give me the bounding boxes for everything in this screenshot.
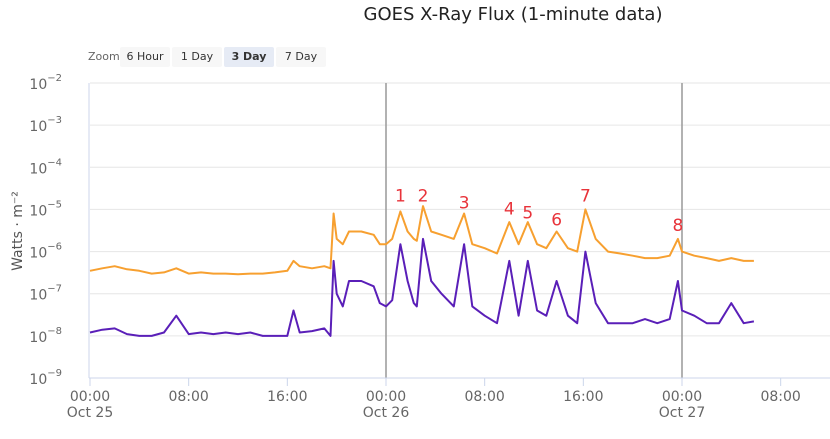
series-line: [89, 237, 755, 337]
x-tick-label: 08:00: [168, 389, 208, 405]
zoom-button[interactable]: 1 Day: [172, 47, 222, 67]
zoom-button-label: 6 Hour: [127, 50, 164, 63]
flare-annotation: 1: [395, 187, 406, 207]
zoom-bar: Zoom 6 Hour 1 Day 3 Day 7 Day: [88, 47, 326, 67]
y-tick-exponent: −5: [47, 199, 62, 210]
flare-annotation: 6: [551, 210, 562, 230]
chart-title: GOES X-Ray Flux (1-minute data): [364, 4, 663, 25]
flare-annotation: 5: [522, 204, 533, 224]
x-tick-date: Oct 25: [67, 405, 113, 421]
zoom-button-bg: [120, 47, 170, 67]
x-tick-label: 00:00: [662, 389, 702, 405]
flare-annotation: 2: [418, 187, 429, 207]
y-tick-label: 10−7: [29, 284, 62, 304]
flare-annotation: 3: [459, 193, 470, 213]
x-tick-label: 08:00: [464, 389, 504, 405]
y-tick-label: 10−4: [29, 157, 62, 177]
zoom-button-bg: [224, 47, 274, 67]
zoom-button-label: 1 Day: [181, 50, 214, 63]
series-line: [89, 205, 754, 276]
y-axis-label: Watts · m⁻²: [10, 191, 26, 271]
zoom-button[interactable]: 3 Day: [224, 47, 274, 67]
zoom-button-label: 7 Day: [285, 50, 318, 63]
zoom-button-bg: [276, 47, 326, 67]
zoom-button-bg: [172, 47, 222, 67]
flare-annotation: 8: [672, 216, 683, 236]
y-tick-exponent: −3: [47, 115, 62, 126]
y-tick-base: 10: [29, 203, 47, 219]
y-tick-exponent: −2: [47, 73, 62, 84]
y-tick-base: 10: [29, 119, 47, 135]
flare-annotation: 4: [504, 199, 515, 219]
y-tick-exponent: −6: [47, 242, 62, 253]
x-tick-date: Oct 26: [363, 405, 410, 421]
y-tick-exponent: −9: [47, 368, 62, 379]
x-tick-date: Oct 27: [659, 405, 705, 421]
y-tick-label: 10−9: [29, 368, 62, 388]
y-tick-base: 10: [29, 330, 47, 346]
y-tick-base: 10: [29, 288, 47, 304]
zoom-label: Zoom: [88, 50, 120, 63]
y-tick-label: 10−8: [29, 326, 62, 346]
y-tick-exponent: −8: [47, 326, 62, 337]
x-tick-label: 08:00: [760, 389, 800, 405]
x-tick-label: 16:00: [563, 389, 603, 405]
y-tick-label: 10−6: [29, 242, 62, 262]
flare-annotation: 7: [580, 187, 591, 207]
zoom-button[interactable]: 7 Day: [276, 47, 326, 67]
y-tick-base: 10: [29, 246, 47, 262]
y-tick-label: 10−5: [29, 199, 62, 219]
x-tick-label: 00:00: [366, 389, 406, 405]
y-tick-exponent: −4: [47, 157, 62, 168]
y-tick-base: 10: [29, 372, 47, 388]
y-tick-base: 10: [29, 161, 47, 177]
y-tick-exponent: −7: [47, 284, 62, 295]
x-tick-label: 16:00: [267, 389, 307, 405]
x-tick-label: 00:00: [70, 389, 110, 405]
y-tick-label: 10−2: [29, 73, 62, 93]
y-tick-label: 10−3: [29, 115, 62, 135]
zoom-button[interactable]: 6 Hour: [120, 47, 170, 67]
zoom-button-label: 3 Day: [232, 50, 267, 63]
y-tick-base: 10: [29, 77, 47, 93]
